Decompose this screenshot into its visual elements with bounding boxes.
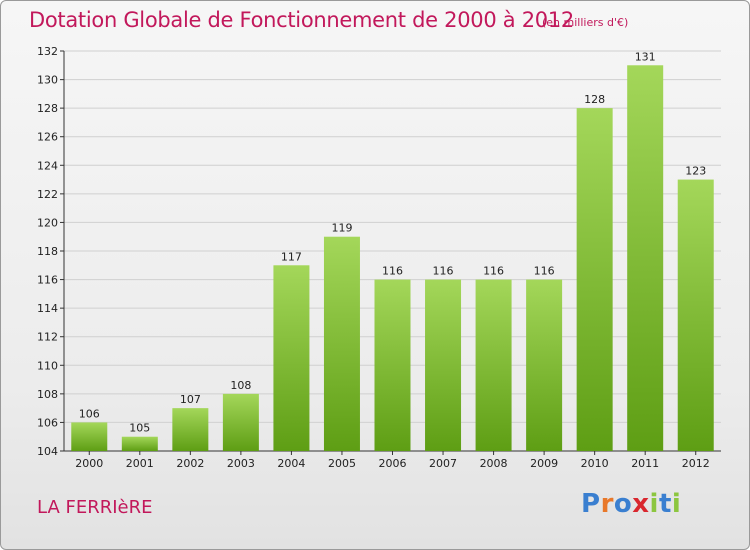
logo-letter: i bbox=[649, 489, 659, 519]
x-tick-label: 2002 bbox=[176, 457, 204, 470]
data-label-2004: 117 bbox=[281, 250, 302, 263]
bar-2008 bbox=[475, 279, 512, 451]
logo-letter: o bbox=[613, 489, 633, 519]
x-tick-label: 2006 bbox=[379, 457, 407, 470]
bar-2011 bbox=[627, 65, 664, 452]
y-tick-label: 116 bbox=[37, 274, 58, 287]
bar-2010 bbox=[576, 108, 613, 452]
data-label-2011: 131 bbox=[635, 50, 656, 63]
x-tick-label: 2010 bbox=[581, 457, 609, 470]
y-tick-label: 110 bbox=[37, 359, 58, 372]
y-tick-label: 108 bbox=[37, 388, 58, 401]
commune-name: LA FERRIèRE bbox=[37, 497, 153, 518]
x-tick-label: 2009 bbox=[530, 457, 558, 470]
chart-subtitle: (en milliers d'€) bbox=[542, 16, 629, 29]
y-tick-label: 118 bbox=[37, 245, 58, 258]
x-tick-label: 2005 bbox=[328, 457, 356, 470]
bar-2001 bbox=[121, 436, 158, 451]
data-label-2010: 128 bbox=[584, 93, 605, 106]
logo-letter: P bbox=[581, 489, 601, 519]
data-label-2005: 119 bbox=[331, 222, 352, 235]
y-tick-label: 114 bbox=[37, 302, 58, 315]
data-labels: 106 105 107 108 117 119 116 116 116 116 128 131 123 bbox=[79, 50, 706, 434]
y-tick-label: 104 bbox=[37, 445, 58, 458]
y-tick-label: 106 bbox=[37, 416, 58, 429]
data-label-2002: 107 bbox=[180, 393, 201, 406]
data-label-2012: 123 bbox=[685, 165, 706, 178]
data-label-2000: 106 bbox=[79, 407, 100, 420]
bar-2004 bbox=[273, 265, 310, 451]
x-tick-label: 2012 bbox=[682, 457, 710, 470]
x-tick-label: 2007 bbox=[429, 457, 457, 470]
x-tick-label: 2008 bbox=[480, 457, 508, 470]
y-tick-label: 132 bbox=[37, 45, 58, 58]
bar-2002 bbox=[172, 408, 209, 451]
data-label-2006: 116 bbox=[382, 265, 403, 278]
bar-2007 bbox=[425, 279, 462, 451]
data-label-2009: 116 bbox=[534, 265, 555, 278]
y-tick-label: 128 bbox=[37, 102, 58, 115]
bar-2006 bbox=[374, 279, 411, 451]
data-label-2001: 105 bbox=[129, 422, 150, 435]
x-tick-label: 2003 bbox=[227, 457, 255, 470]
data-label-2003: 108 bbox=[230, 379, 251, 392]
logo-letter: x bbox=[632, 489, 650, 519]
x-tick-label: 2001 bbox=[126, 457, 154, 470]
data-label-2008: 116 bbox=[483, 265, 504, 278]
logo-letter: r bbox=[600, 489, 614, 519]
bar-2009 bbox=[526, 279, 563, 451]
bar-2003 bbox=[222, 393, 259, 451]
y-tick-label: 126 bbox=[37, 131, 58, 144]
y-tick-label: 124 bbox=[37, 159, 58, 172]
logo-letter: i bbox=[671, 489, 682, 519]
bar-chart: 1041061081101121141161181201221241261281… bbox=[37, 45, 721, 470]
bar-2012 bbox=[677, 179, 714, 452]
proxiti-logo: Proxiti bbox=[581, 489, 681, 519]
data-label-2007: 116 bbox=[433, 265, 454, 278]
logo-letter: t bbox=[658, 489, 672, 519]
y-tick-label: 130 bbox=[37, 74, 58, 87]
x-tick-label: 2004 bbox=[277, 457, 305, 470]
bar-2000 bbox=[71, 422, 108, 451]
x-tick-label: 2000 bbox=[75, 457, 103, 470]
chart-title: Dotation Globale de Fonctionnement de 20… bbox=[29, 8, 574, 32]
bars bbox=[71, 65, 714, 452]
y-tick-label: 122 bbox=[37, 188, 58, 201]
x-tick-label: 2011 bbox=[631, 457, 659, 470]
y-tick-label: 120 bbox=[37, 216, 58, 229]
bar-2005 bbox=[323, 236, 360, 451]
y-tick-label: 112 bbox=[37, 331, 58, 344]
